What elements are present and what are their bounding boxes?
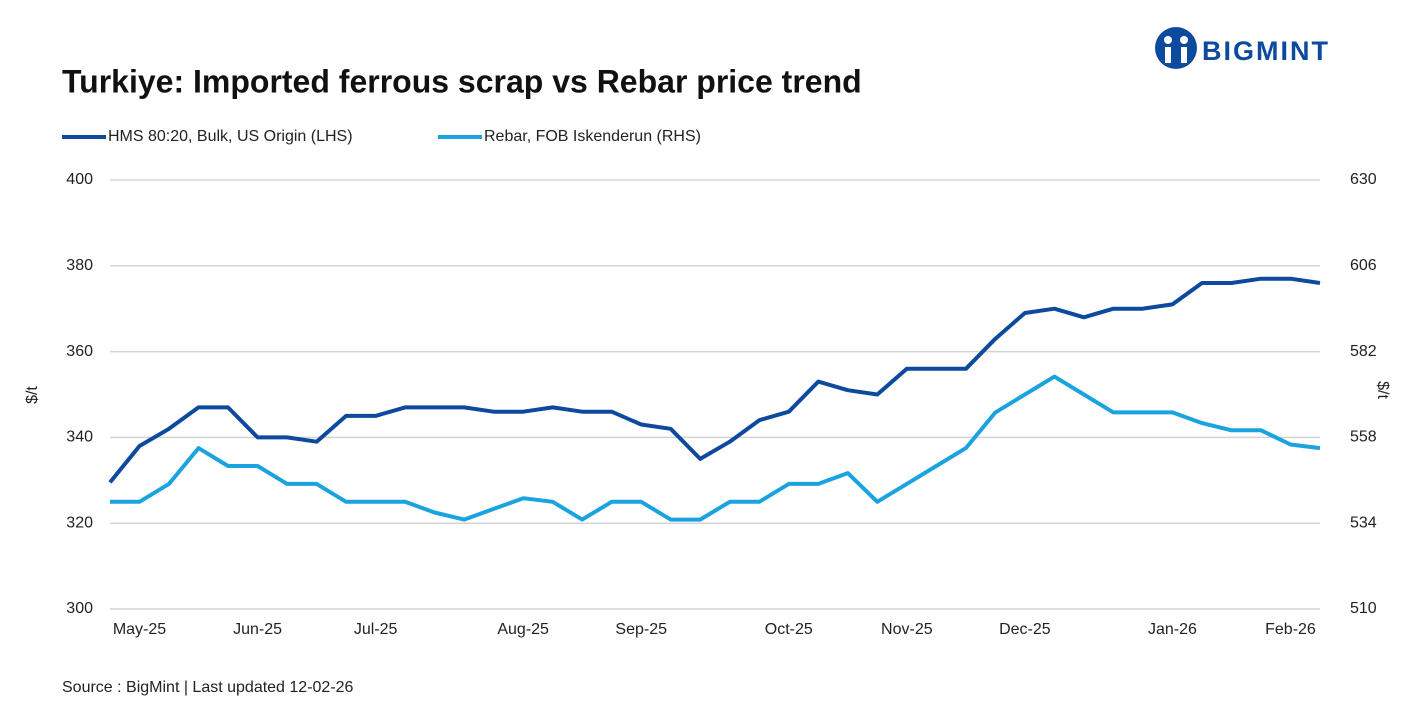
y2-tick-label: 558: [1350, 429, 1377, 446]
x-tick-label: May-25: [113, 621, 166, 638]
y2-tick-label: 510: [1350, 600, 1377, 617]
y2-axis-label: $/t: [1374, 381, 1391, 399]
y-tick-label: 380: [66, 257, 93, 274]
y2-tick-label: 630: [1350, 171, 1377, 188]
y2-tick-label: 534: [1350, 514, 1377, 531]
source-note: Source : BigMint | Last updated 12-02-26: [62, 679, 354, 696]
y-tick-label: 320: [66, 514, 93, 531]
x-tick-label: Aug-25: [497, 621, 549, 638]
logo-icon: [1155, 27, 1197, 69]
y-axis-label: $/t: [24, 386, 41, 404]
x-tick-label: Nov-25: [881, 621, 933, 638]
legend-label: Rebar, FOB Iskenderun (RHS): [484, 128, 701, 145]
x-tick-label: Jun-25: [233, 621, 282, 638]
y-tick-label: 400: [66, 171, 93, 188]
series-line: [110, 374, 1321, 522]
x-tick-label: Sep-25: [615, 621, 667, 638]
y2-tick-label: 606: [1350, 257, 1377, 274]
x-tick-label: Jan-26: [1148, 621, 1197, 638]
brand: BIGMINT: [1202, 36, 1330, 66]
x-tick-label: Dec-25: [999, 621, 1051, 638]
x-tick-label: Feb-26: [1265, 621, 1316, 638]
y-tick-label: 360: [66, 343, 93, 360]
y2-tick-label: 582: [1350, 343, 1377, 360]
x-tick-label: Jul-25: [354, 621, 398, 638]
y-tick-label: 340: [66, 429, 93, 446]
x-tick-label: Oct-25: [765, 621, 813, 638]
y-tick-label: 300: [66, 600, 93, 617]
series-line: [108, 276, 1321, 484]
chart-title: Turkiye: Imported ferrous scrap vs Rebar…: [62, 63, 862, 99]
legend-label: HMS 80:20, Bulk, US Origin (LHS): [108, 128, 353, 145]
